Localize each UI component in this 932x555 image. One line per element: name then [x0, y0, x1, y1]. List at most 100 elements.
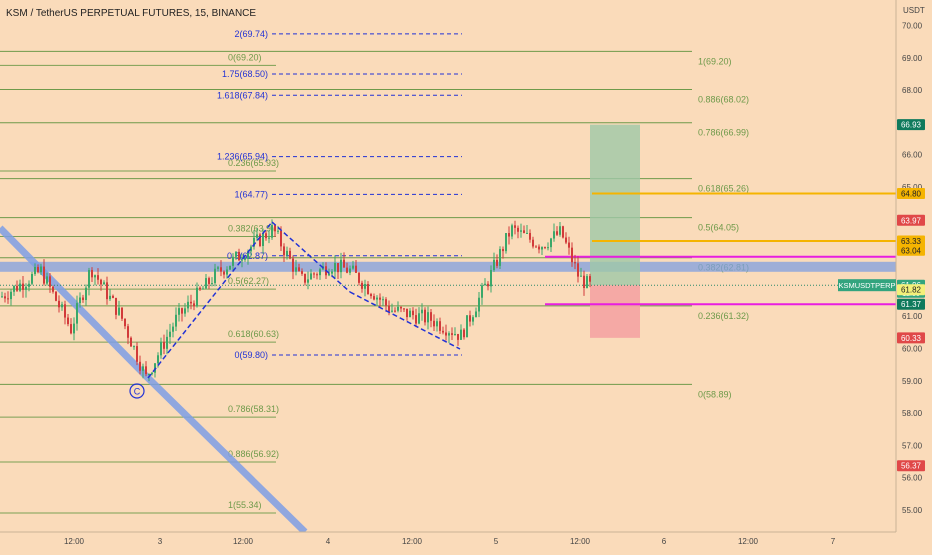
price-axis-bg[interactable] [896, 0, 932, 550]
price-badge-label: 56.37 [901, 462, 922, 471]
candle-body [382, 299, 384, 301]
time-tick: 12:00 [402, 537, 423, 546]
pattern-leg[interactable] [271, 221, 351, 293]
currency-label: USDT [903, 6, 925, 15]
candle-body [343, 259, 345, 268]
candle-body [424, 309, 426, 323]
price-badge[interactable] [897, 119, 925, 131]
candle-body [124, 318, 126, 327]
time-axis-bg[interactable] [0, 532, 932, 550]
candle-body [133, 346, 135, 348]
candle-body [115, 297, 117, 315]
price-badge[interactable] [897, 235, 925, 247]
price-badge[interactable] [897, 187, 925, 199]
symbol-tag[interactable] [838, 279, 896, 292]
price-tick: 60.00 [902, 345, 923, 354]
candle-body [70, 324, 72, 334]
time-tick: 12:00 [64, 537, 85, 546]
candle-body [310, 273, 312, 280]
candle-body [568, 242, 570, 248]
fib-blue-label: 2(69.74) [234, 29, 268, 39]
candle-body [82, 297, 84, 300]
candle-body [100, 279, 102, 285]
candle-body [118, 307, 120, 315]
time-axis[interactable]: 12:00 3 12:00 4 12:00 5 12:00 6 12:00 7 [0, 531, 932, 550]
candle-body [229, 265, 231, 270]
candle-body [388, 305, 390, 312]
price-badge[interactable] [897, 298, 925, 310]
candle-body [358, 272, 360, 283]
candle-body [439, 321, 441, 331]
fib-left-label: 0(69.20) [228, 52, 262, 62]
price-badge[interactable] [897, 284, 925, 296]
candle-body [370, 294, 372, 297]
candle-body [169, 331, 171, 337]
wave-c-label: C [134, 387, 141, 397]
candle-body [196, 287, 198, 307]
pattern-leg[interactable] [147, 221, 273, 379]
price-tick: 66.00 [902, 151, 923, 160]
candle-body [469, 315, 471, 322]
candle-body [277, 230, 279, 232]
candle-body [232, 256, 234, 266]
support-zone[interactable] [0, 261, 896, 272]
wave-c-marker[interactable] [129, 383, 145, 399]
candle-body [64, 304, 66, 318]
candle-body [181, 308, 183, 314]
candle-body [334, 263, 336, 272]
candle-body [172, 326, 174, 332]
candle-body [10, 291, 12, 300]
chart-title: KSM / TetherUS PERPETUAL FUTURES, 15, BI… [6, 8, 256, 19]
overlay-layer[interactable]: C [129, 221, 461, 399]
candle-body [283, 246, 285, 256]
candles-layer [1, 219, 591, 382]
candle-body [577, 263, 579, 277]
candle-body [556, 231, 558, 235]
candle-body [472, 317, 474, 322]
candle-body [379, 297, 381, 300]
candle-body [493, 259, 495, 271]
price-badge-label: 61.37 [901, 300, 922, 309]
candle-body [400, 306, 402, 309]
candle-body [346, 267, 348, 273]
candle-body [19, 283, 21, 291]
candle-body [541, 247, 543, 250]
price-axis[interactable]: USDT70.0069.0068.0067.0066.0065.0064.006… [838, 0, 932, 550]
time-tick: 3 [158, 537, 163, 546]
candle-body [460, 329, 462, 340]
fib-blue-label: 1.75(68.50) [222, 69, 268, 79]
candle-body [391, 310, 393, 312]
time-tick: 4 [326, 537, 331, 546]
candle-body [484, 283, 486, 286]
price-badge[interactable] [897, 460, 925, 472]
zones-layer[interactable] [0, 124, 896, 535]
price-badge-label: 63.04 [901, 246, 922, 255]
price-badge[interactable] [897, 214, 925, 226]
candle-body [1, 296, 3, 298]
candle-body [313, 273, 315, 275]
candle-body [574, 262, 576, 264]
price-badge[interactable] [897, 332, 925, 344]
pattern-leg[interactable] [349, 291, 461, 350]
take-profit-zone[interactable] [590, 124, 640, 286]
candle-body [166, 336, 168, 349]
price-tick: 70.00 [902, 22, 923, 31]
candle-body [535, 246, 537, 248]
candle-body [199, 287, 201, 290]
candle-body [466, 315, 468, 338]
price-badge[interactable] [897, 244, 925, 256]
candle-body [253, 237, 255, 247]
candle-body [103, 282, 105, 285]
fib-left-label: 0.618(60.63) [228, 329, 279, 339]
fib-green-label: 0.886(68.02) [698, 94, 749, 104]
fib-blue-label: 1.618(67.84) [217, 90, 268, 100]
trendline-lower[interactable] [145, 375, 308, 535]
candle-body [352, 265, 354, 269]
trendline-upper[interactable] [0, 225, 151, 381]
stop-loss-zone[interactable] [590, 285, 640, 338]
candle-body [268, 237, 270, 239]
candle-body [385, 299, 387, 306]
candle-body [529, 232, 531, 240]
price-tick: 58.00 [902, 409, 923, 418]
